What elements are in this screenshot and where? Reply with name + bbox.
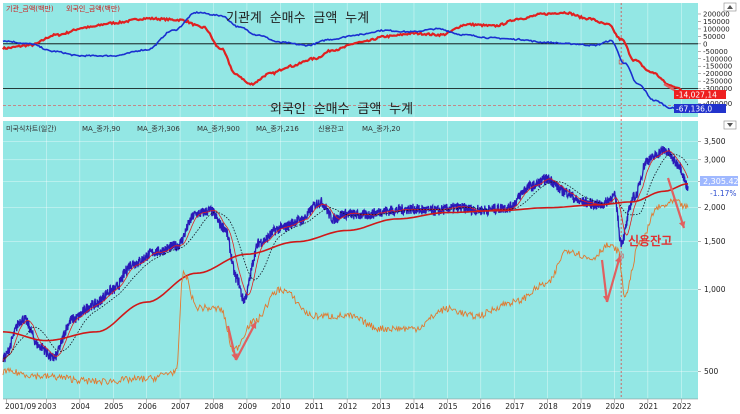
arrow-2020-up: [605, 255, 622, 303]
x-tick-label: 2014: [405, 402, 424, 411]
top-legend: 기관_금액(백만) 외국인_금액(백만): [6, 4, 120, 13]
legend-ma216: MA_종가,216: [256, 124, 299, 133]
foreign-value-text: -67,136,0: [676, 105, 712, 114]
price-value-badge: [700, 176, 738, 186]
top-y-tick-label: -250000: [703, 78, 732, 86]
ma20-line: [2, 150, 689, 363]
bottom-panel: [2, 83, 689, 386]
x-tick-label: 2017: [505, 402, 524, 411]
arrow-2009-up: [235, 321, 257, 361]
x-tick-label: 2012: [338, 402, 357, 411]
legend-price: 미국식차트(일간): [6, 124, 57, 133]
top-y-tick-label: 200000: [703, 10, 730, 18]
top-y-tick-label: -200000: [703, 70, 732, 78]
legend-margin: 신용잔고: [318, 124, 344, 133]
bottom-y-tick-label: 1,000: [704, 285, 726, 294]
x-tick-label: 2013: [372, 402, 391, 411]
x-tick-label: 2011: [305, 402, 324, 411]
top-y-tick-label: -100000: [703, 55, 732, 63]
bottom-y-tick-label: 1,500: [704, 237, 726, 246]
price-value-text: 2,305.42: [703, 177, 739, 186]
legend-ma306: MA_종가,306: [137, 124, 180, 133]
legend-ma900: MA_종가,900: [197, 124, 240, 133]
x-tick-label: 2006: [138, 402, 157, 411]
x-tick-label: 2022: [672, 402, 691, 411]
x-tick-label: 2008: [205, 402, 224, 411]
price-change-text: -1.17%: [710, 189, 737, 198]
price-line: [2, 145, 689, 363]
institution-value-text: -14,027,14: [676, 91, 717, 100]
arrow-2009-up-shaft: [235, 321, 257, 361]
x-tick-label: 2010: [271, 402, 290, 411]
top-y-tick-label: 150000: [703, 18, 730, 26]
institution-value-badge: [674, 90, 726, 99]
x-tick-label: 2015: [438, 402, 457, 411]
top-y-tick-label: -50000: [703, 48, 728, 56]
annotation-foreign: 외국인 순매수 금액 누계: [270, 102, 413, 117]
arrow-2020-up-head: [615, 256, 622, 263]
top-y-tick-label: 0: [703, 40, 707, 48]
annotation-margin: 신용잔고: [628, 233, 672, 248]
bottom-panel-background: [3, 121, 698, 399]
x-tick-label: 2007: [171, 402, 190, 411]
top-panel: [2, 10, 689, 113]
x-tick-label: 2018: [539, 402, 558, 411]
arrow-2022-down: [666, 177, 686, 229]
x-tick-label: 2021: [639, 402, 658, 411]
x-tick-label: 2001/09: [5, 402, 36, 411]
legend-ma20: MA_종가,20: [362, 124, 400, 133]
institution-cumulative-line: [2, 10, 689, 95]
x-axis: 2001/09 2003 2004 2005 2006 2007 2008 2009 2010 2…: [3, 398, 698, 411]
scroll-down-icon: [727, 123, 733, 127]
foreign-cumulative-line: [2, 10, 689, 113]
legend-ma90: MA_종가,90: [82, 124, 120, 133]
annotation-institution: 기관계 순매수 금액 누계: [226, 11, 369, 26]
legend-foreign: 외국인_금액(백만): [66, 4, 120, 13]
arrow-2020-up-shaft: [605, 255, 622, 303]
top-y-tick-label: -150000: [703, 63, 732, 71]
x-tick-label: 2003: [37, 402, 56, 411]
x-tick-label: 2016: [472, 402, 491, 411]
bottom-y-tick-label: 3,500: [704, 137, 726, 146]
x-tick-label: 2009: [238, 402, 257, 411]
bottom-y-tick-label: 3,000: [704, 155, 726, 164]
top-y-tick-label: -300000: [703, 85, 732, 93]
x-tick-label: 2020: [605, 402, 624, 411]
x-tick-label: 2004: [71, 402, 90, 411]
arrow-2022-down-head: [678, 221, 686, 228]
arrow-2020-down-shaft: [600, 259, 609, 303]
foreign-value-badge: [674, 104, 726, 113]
arrow-2009-up-head: [250, 322, 257, 329]
scroll-up-icon: [727, 5, 733, 9]
legend-institution: 기관_금액(백만): [6, 4, 54, 13]
x-tick-label: 2019: [572, 402, 591, 411]
top-y-tick-label: 50000: [703, 33, 725, 41]
bottom-y-tick-label: 2,000: [704, 203, 726, 212]
bottom-legend: 미국식차트(일간) MA_종가,90 MA_종가,306 MA_종가,900 M…: [6, 124, 400, 133]
x-tick-label: 2005: [104, 402, 123, 411]
arrow-2022-down-shaft: [666, 177, 686, 229]
ma900-line: [2, 182, 689, 342]
margin-balance-line: [2, 198, 689, 386]
top-y-tick-label: 100000: [703, 25, 730, 33]
bottom-y-tick-label: 500: [704, 367, 719, 376]
